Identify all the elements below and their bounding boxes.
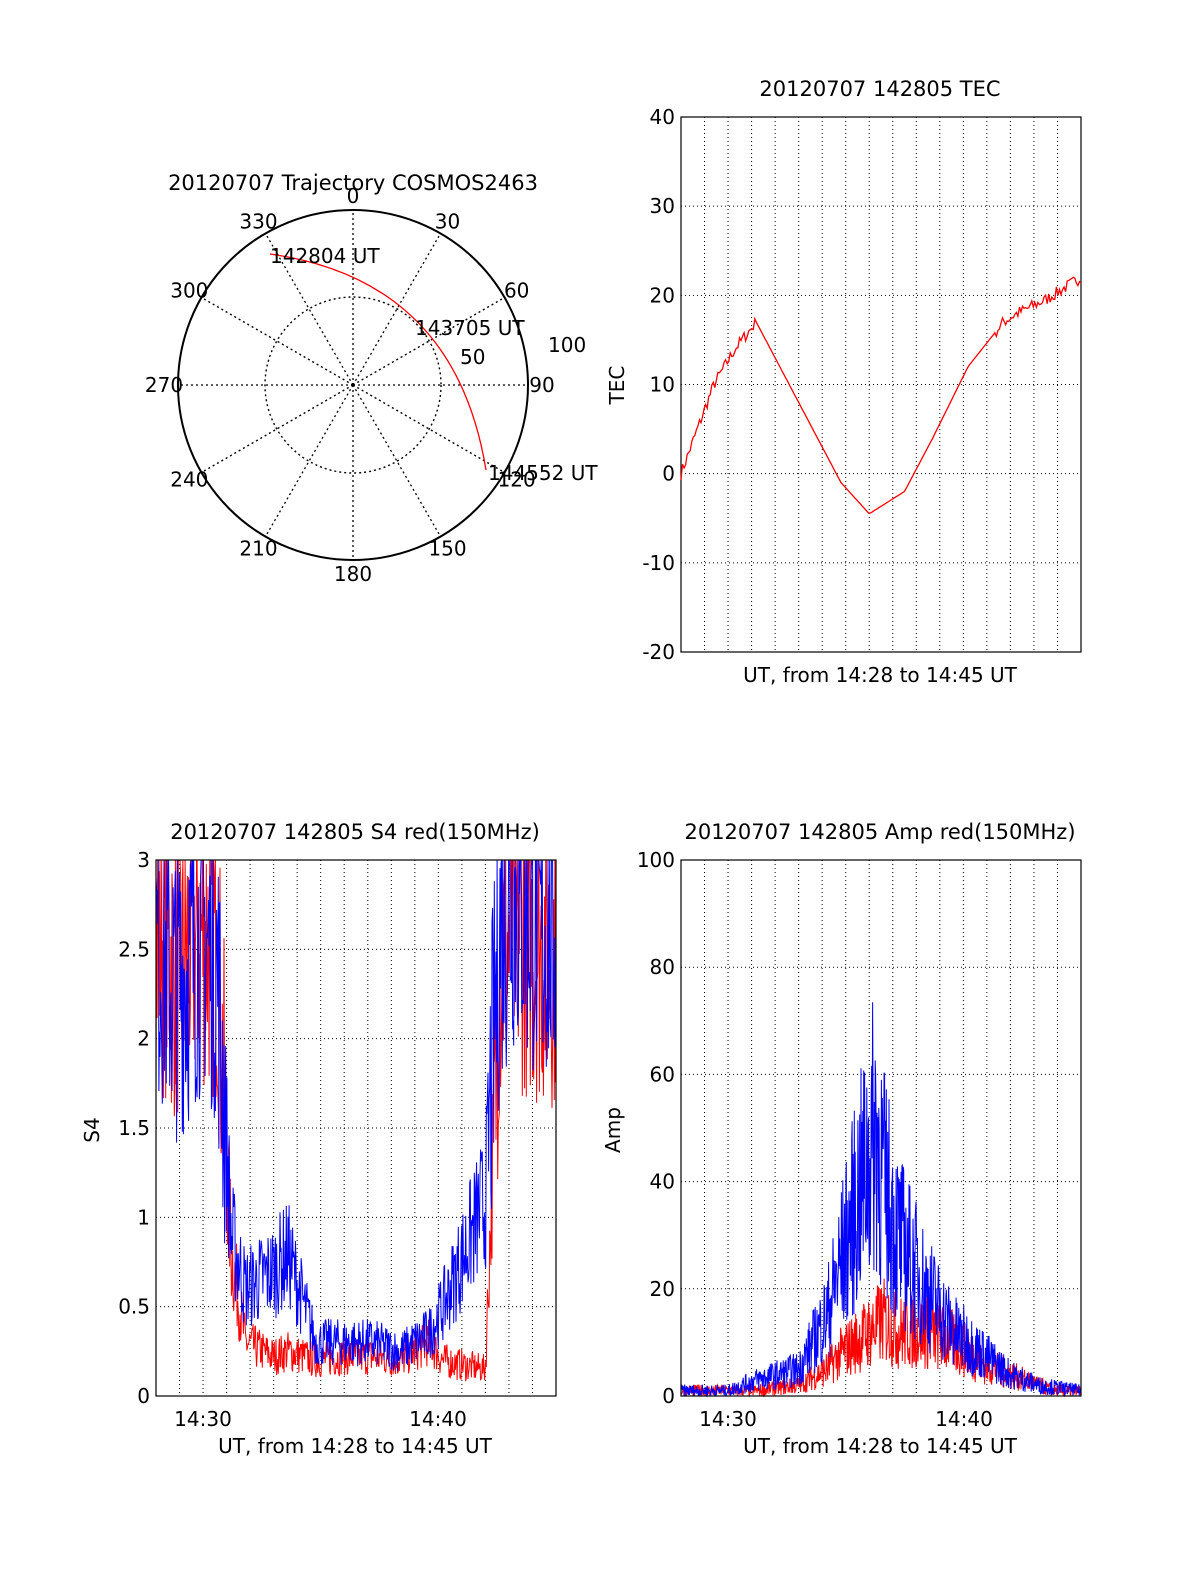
tec-xlabel: UT, from 14:28 to 14:45 UT [743,663,1018,687]
polar-azimuth-label: 270 [145,373,183,397]
amp-ytick: 80 [650,955,675,979]
polar-azimuth-label: 90 [529,373,554,397]
s4-y-ticks: 3 2.5 2 1.5 1 0.5 0 [118,848,150,1408]
tec-ytick: 20 [650,283,675,307]
s4-ytick: 0.5 [118,1295,150,1319]
polar-spoke [264,384,354,537]
polar-azimuth-label: 60 [504,279,529,303]
amp-ytick: 20 [650,1277,675,1301]
tec-ytick: 40 [650,105,675,129]
polar-spoke [352,233,442,386]
polar-time-label-end: 144552 UT [488,461,598,485]
amp-frame [680,859,1082,1397]
s4-ytick: 1.5 [118,1116,150,1140]
amp-ylabel: Amp [601,1107,625,1153]
s4-ytick: 3 [137,848,150,872]
tec-title: 20120707 142805 TEC [759,77,1000,101]
amp-ytick: 0 [662,1384,675,1408]
polar-spoke [264,233,354,386]
polar-azimuth-labels: 0 30 60 90 120 150 180 210 240 270 300 330 [145,184,555,586]
amp-ytick: 40 [650,1170,675,1194]
s4-frame [155,859,557,1397]
polar-spoke [352,296,505,386]
polar-azimuth-label: 150 [428,537,466,561]
amp-ytick: 60 [650,1062,675,1086]
tec-ytick: -10 [642,551,675,575]
tec-ylabel: TEC [605,366,629,406]
polar-time-label-mid: 143705 UT [415,316,525,340]
polar-azimuth-label: 0 [347,184,360,208]
polar-ring-label-100: 100 [548,333,586,357]
amp-plot: 20120707 142805 Amp red(150MHz) 100 80 60 4… [601,820,1082,1458]
polar-trajectory-line [269,253,487,471]
s4-xtick-1440: 14:40 [409,1407,467,1431]
polar-title: 20120707 Trajectory COSMOS2463 [168,171,538,195]
tec-frame [680,116,1082,653]
polar-azimuth-label: 180 [334,562,372,586]
tec-plot: 20120707 142805 TEC 40 30 20 10 0 -10 -20 UT, … [605,77,1082,687]
amp-title: 20120707 142805 Amp red(150MHz) [684,820,1075,844]
polar-azimuth-label: 30 [435,209,460,233]
polar-spoke [352,384,442,537]
s4-ylabel: S4 [80,1117,104,1142]
tec-ytick: 0 [662,462,675,486]
polar-spoke [352,384,505,474]
polar-inner-ring [264,296,442,474]
tec-ytick: 30 [650,194,675,218]
s4-ytick: 1 [137,1205,150,1229]
polar-outer-ring [177,209,529,561]
polar-azimuth-label: 120 [498,468,536,492]
amp-xlabel: UT, from 14:28 to 14:45 UT [743,1434,1018,1458]
tec-ytick: -20 [642,640,675,664]
polar-spokes [178,210,528,560]
s4-title: 20120707 142805 S4 red(150MHz) [170,820,540,844]
polar-spoke [201,384,354,474]
polar-azimuth-label: 330 [239,209,277,233]
s4-series [155,859,557,1382]
s4-xlabel: UT, from 14:28 to 14:45 UT [218,1434,493,1458]
s4-xtick-1430: 14:30 [174,1407,232,1431]
s4-ytick: 0 [137,1384,150,1408]
s4-ytick: 2 [137,1027,150,1051]
tec-series-line [680,276,1082,514]
s4-ytick: 2.5 [118,937,150,961]
tec-ytick: 10 [650,373,675,397]
amp-series-blue [680,1002,1082,1398]
tec-grid [681,116,1081,653]
tec-y-ticks: 40 30 20 10 0 -10 -20 [642,105,675,664]
amp-y-ticks: 100 80 60 40 20 0 [637,848,675,1408]
polar-time-label-start: 142804 UT [270,244,380,268]
amp-xtick-1440: 14:40 [935,1407,993,1431]
polar-azimuth-label: 300 [170,279,208,303]
polar-azimuth-label: 240 [170,468,208,492]
s4-series-blue [155,859,557,1372]
polar-ring-label-50: 50 [460,345,485,369]
s4-plot: 20120707 142805 S4 red(150MHz) 3 2.5 2 1.5 1… [80,820,557,1458]
amp-series [680,1002,1082,1398]
amp-ytick: 100 [637,848,675,872]
polar-spoke [201,296,354,386]
polar-azimuth-label: 210 [239,537,277,561]
polar-plot: 20120707 Trajectory COSMOS2463 0 30 60 90 12… [145,171,598,586]
amp-xtick-1430: 14:30 [699,1407,757,1431]
